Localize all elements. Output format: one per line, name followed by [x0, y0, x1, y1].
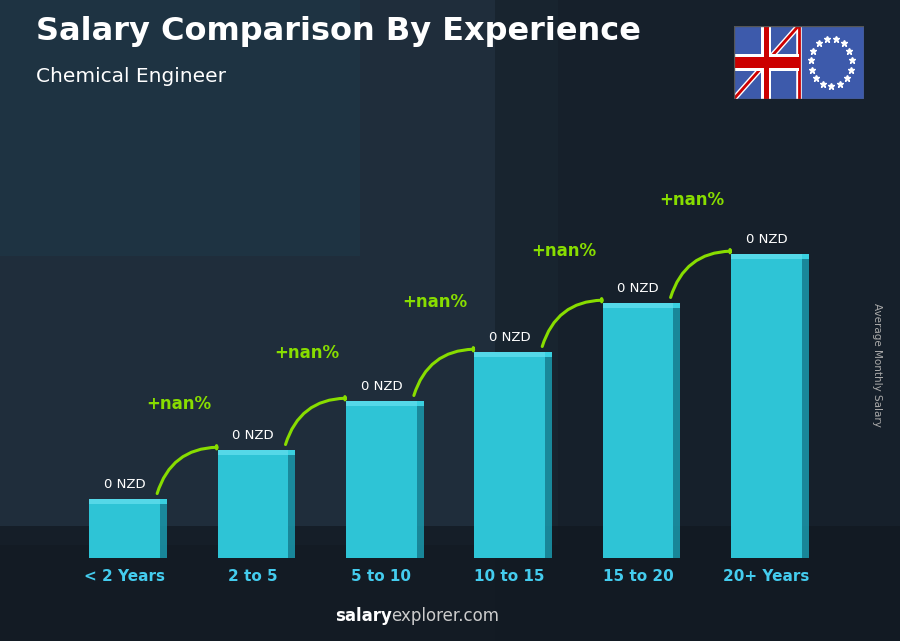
- Text: 0 NZD: 0 NZD: [489, 331, 530, 344]
- Bar: [160, 499, 167, 504]
- Text: +nan%: +nan%: [660, 191, 724, 209]
- Text: Chemical Engineer: Chemical Engineer: [36, 67, 226, 87]
- Bar: [0, 526, 900, 641]
- Bar: [346, 401, 417, 406]
- Bar: [495, 0, 900, 641]
- Bar: [89, 499, 160, 558]
- Bar: [346, 401, 417, 558]
- Bar: [218, 450, 288, 454]
- Bar: [731, 254, 802, 558]
- Text: explorer.com: explorer.com: [392, 607, 500, 625]
- Text: +nan%: +nan%: [531, 242, 596, 260]
- Text: 0 NZD: 0 NZD: [232, 429, 274, 442]
- Bar: [545, 352, 552, 356]
- Bar: [673, 303, 680, 308]
- Bar: [89, 499, 160, 504]
- Bar: [760, 26, 771, 99]
- Bar: [417, 401, 424, 406]
- Bar: [734, 54, 799, 71]
- Text: Salary Comparison By Experience: Salary Comparison By Experience: [36, 16, 641, 47]
- Bar: [288, 450, 295, 558]
- Bar: [603, 303, 673, 308]
- Text: Average Monthly Salary: Average Monthly Salary: [872, 303, 883, 428]
- Bar: [218, 450, 288, 558]
- Text: 0 NZD: 0 NZD: [617, 282, 659, 295]
- Bar: [802, 254, 809, 558]
- Bar: [603, 303, 673, 558]
- Bar: [731, 254, 802, 259]
- Text: 0 NZD: 0 NZD: [104, 478, 146, 491]
- Text: +nan%: +nan%: [146, 394, 212, 413]
- Text: salary: salary: [335, 607, 392, 625]
- Bar: [0, 0, 558, 545]
- Bar: [673, 303, 680, 558]
- Bar: [474, 352, 545, 356]
- Bar: [0, 0, 360, 256]
- Bar: [417, 401, 424, 558]
- Bar: [545, 352, 552, 558]
- Bar: [734, 57, 799, 68]
- Bar: [763, 26, 769, 99]
- Text: 0 NZD: 0 NZD: [361, 380, 402, 393]
- Bar: [474, 352, 545, 558]
- Text: +nan%: +nan%: [402, 293, 468, 311]
- Bar: [288, 450, 295, 454]
- Bar: [802, 254, 809, 259]
- Text: +nan%: +nan%: [274, 344, 339, 362]
- Bar: [160, 499, 167, 558]
- Text: 0 NZD: 0 NZD: [745, 233, 788, 246]
